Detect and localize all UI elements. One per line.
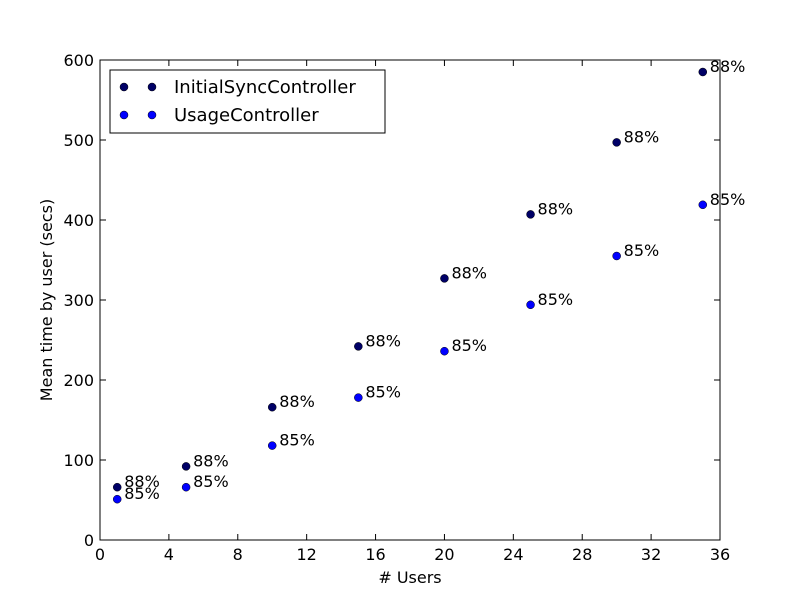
y-tick-label: 100	[63, 451, 94, 470]
data-point	[181, 482, 191, 492]
data-label: 85%	[193, 472, 229, 491]
data-label: 85%	[451, 336, 487, 355]
data-point	[112, 494, 122, 504]
data-point	[440, 346, 449, 356]
data-label: 85%	[279, 431, 315, 450]
data-label: 88%	[365, 331, 401, 350]
y-tick-label: 300	[63, 291, 94, 310]
data-point	[612, 251, 621, 261]
data-point	[698, 200, 708, 210]
x-tick-label: 24	[503, 545, 523, 564]
x-tick-label: 8	[233, 545, 243, 564]
x-tick-label: 12	[296, 545, 316, 564]
legend-box	[109, 69, 386, 134]
x-tick-label: 32	[641, 545, 661, 564]
x-tick-label: 36	[710, 545, 730, 564]
legend-marker	[147, 110, 157, 120]
data-point	[698, 67, 708, 77]
data-points: 88%88%88%88%88%88%88%88%85%85%85%85%85%8…	[112, 57, 746, 504]
data-label: 88%	[538, 199, 574, 218]
data-label: 88%	[624, 127, 660, 146]
data-label: 88%	[451, 263, 487, 282]
legend-marker	[119, 82, 129, 92]
x-tick-label: 0	[95, 545, 105, 564]
data-label: 88%	[710, 57, 746, 76]
legend-label: InitialSyncController	[174, 77, 356, 98]
data-point	[112, 482, 122, 492]
x-tick-label: 4	[164, 545, 174, 564]
y-tick-label: 200	[63, 371, 94, 390]
plot-frame	[99, 59, 721, 541]
data-point	[526, 210, 535, 219]
x-tick-label: 20	[434, 545, 454, 564]
data-label: 88%	[124, 472, 160, 491]
data-point	[354, 342, 363, 351]
legend-label: UsageController	[174, 105, 319, 126]
data-label: 85%	[365, 383, 401, 402]
data-point	[612, 138, 621, 147]
data-label: 88%	[193, 451, 229, 470]
data-label: 88%	[279, 392, 315, 411]
legend-marker	[147, 82, 157, 92]
y-tick-label: 0	[84, 531, 94, 550]
data-point	[440, 274, 449, 283]
data-point	[526, 300, 535, 310]
data-label: 85%	[624, 241, 660, 260]
data-point	[181, 462, 191, 471]
y-tick-label: 600	[63, 51, 94, 70]
data-label: 85%	[710, 190, 746, 209]
data-point	[267, 441, 277, 450]
x-axis-label: # Users	[378, 568, 441, 587]
legend-marker	[119, 110, 129, 120]
data-label: 85%	[124, 484, 160, 503]
data-point	[354, 393, 363, 402]
y-tick-label: 500	[63, 131, 94, 150]
axis-ticks: 0 4 8 12 16 20 24 28 32 36 0 100 200 300 400 500 600	[63, 51, 730, 564]
data-label: 85%	[538, 290, 574, 309]
data-point	[267, 402, 277, 412]
y-axis-label: Mean time by user (secs)	[37, 199, 56, 401]
x-tick-label: 28	[572, 545, 592, 564]
x-tick-label: 16	[365, 545, 385, 564]
y-tick-label: 400	[63, 211, 94, 230]
legend: InitialSyncController UsageController	[109, 69, 386, 134]
